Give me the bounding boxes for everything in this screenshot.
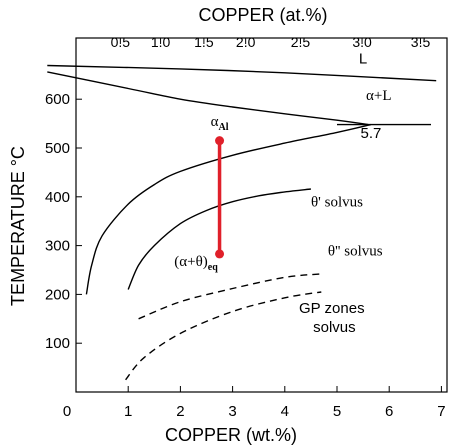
annotation-label: θ'' solvus — [328, 243, 383, 259]
x-tick-label: 2 — [176, 403, 184, 420]
red-marker-path — [215, 136, 225, 259]
top-tick-label: 1.0 — [151, 34, 171, 50]
top-tick-label: 2.5 — [291, 34, 311, 50]
annotation-label: αAl — [211, 114, 229, 133]
y-tick-label: 100 — [45, 335, 70, 352]
axis-ticks: 0 1 2 3 4 5 6 7 100 200 300 400 500 600 0.5 1.0 1.5 2.0 2.… — [45, 34, 446, 420]
x-tick-label: 0 — [63, 403, 71, 420]
top-tick-label: 0.5 — [111, 34, 131, 50]
x-tick-label: 6 — [385, 403, 393, 420]
bottom-axis-title: COPPER (wt.%) — [165, 425, 297, 445]
annotation-label: L — [359, 51, 367, 68]
dashed-boundary-curve — [138, 273, 322, 320]
x-tick-label: 4 — [281, 403, 289, 420]
y-tick-label: 200 — [45, 286, 70, 303]
left-axis-title: TEMPERATURE °C — [8, 146, 28, 306]
annotations: Lα+L 5.7 αAl θ' solvus θ'' solvus (α+θ)eq GP z… — [174, 51, 391, 336]
marker-top-point — [215, 136, 225, 146]
top-axis-title: COPPER (at.%) — [198, 5, 327, 25]
annotation-label: 5.7 — [361, 125, 382, 142]
plot-frame — [75, 37, 448, 393]
x-tick-label: 1 — [124, 403, 132, 420]
top-tick-label: 2.0 — [236, 34, 256, 50]
dashed-boundary-curve — [125, 291, 322, 381]
x-tick-label: 3 — [228, 403, 236, 420]
top-tick-label: 1.5 — [194, 34, 214, 50]
y-tick-label: 400 — [45, 189, 70, 206]
annotation-label: GP zones — [299, 300, 365, 317]
y-tick-label: 600 — [45, 91, 70, 108]
y-tick-label: 500 — [45, 140, 70, 157]
x-tick-label: 7 — [437, 403, 445, 420]
annotation-label: (α+θ)eq — [174, 254, 218, 273]
top-tick-label: 3.0 — [352, 34, 372, 50]
phase-boundary-curve — [47, 64, 437, 82]
phase-boundary-curve — [85, 123, 372, 295]
y-tick-label: 300 — [45, 238, 70, 255]
annotation-label: solvus — [313, 319, 356, 336]
marker-bottom-point — [215, 249, 225, 259]
plot-axes — [75, 37, 448, 393]
annotation-label: α+L — [366, 88, 391, 104]
phase-boundary-curve — [47, 71, 369, 126]
phase-boundary-curve — [127, 188, 311, 290]
phase-boundary-curves — [47, 64, 437, 381]
top-tick-label: 3.5 — [411, 34, 431, 50]
x-tick-label: 5 — [333, 403, 341, 420]
annotation-label: θ' solvus — [311, 195, 363, 211]
